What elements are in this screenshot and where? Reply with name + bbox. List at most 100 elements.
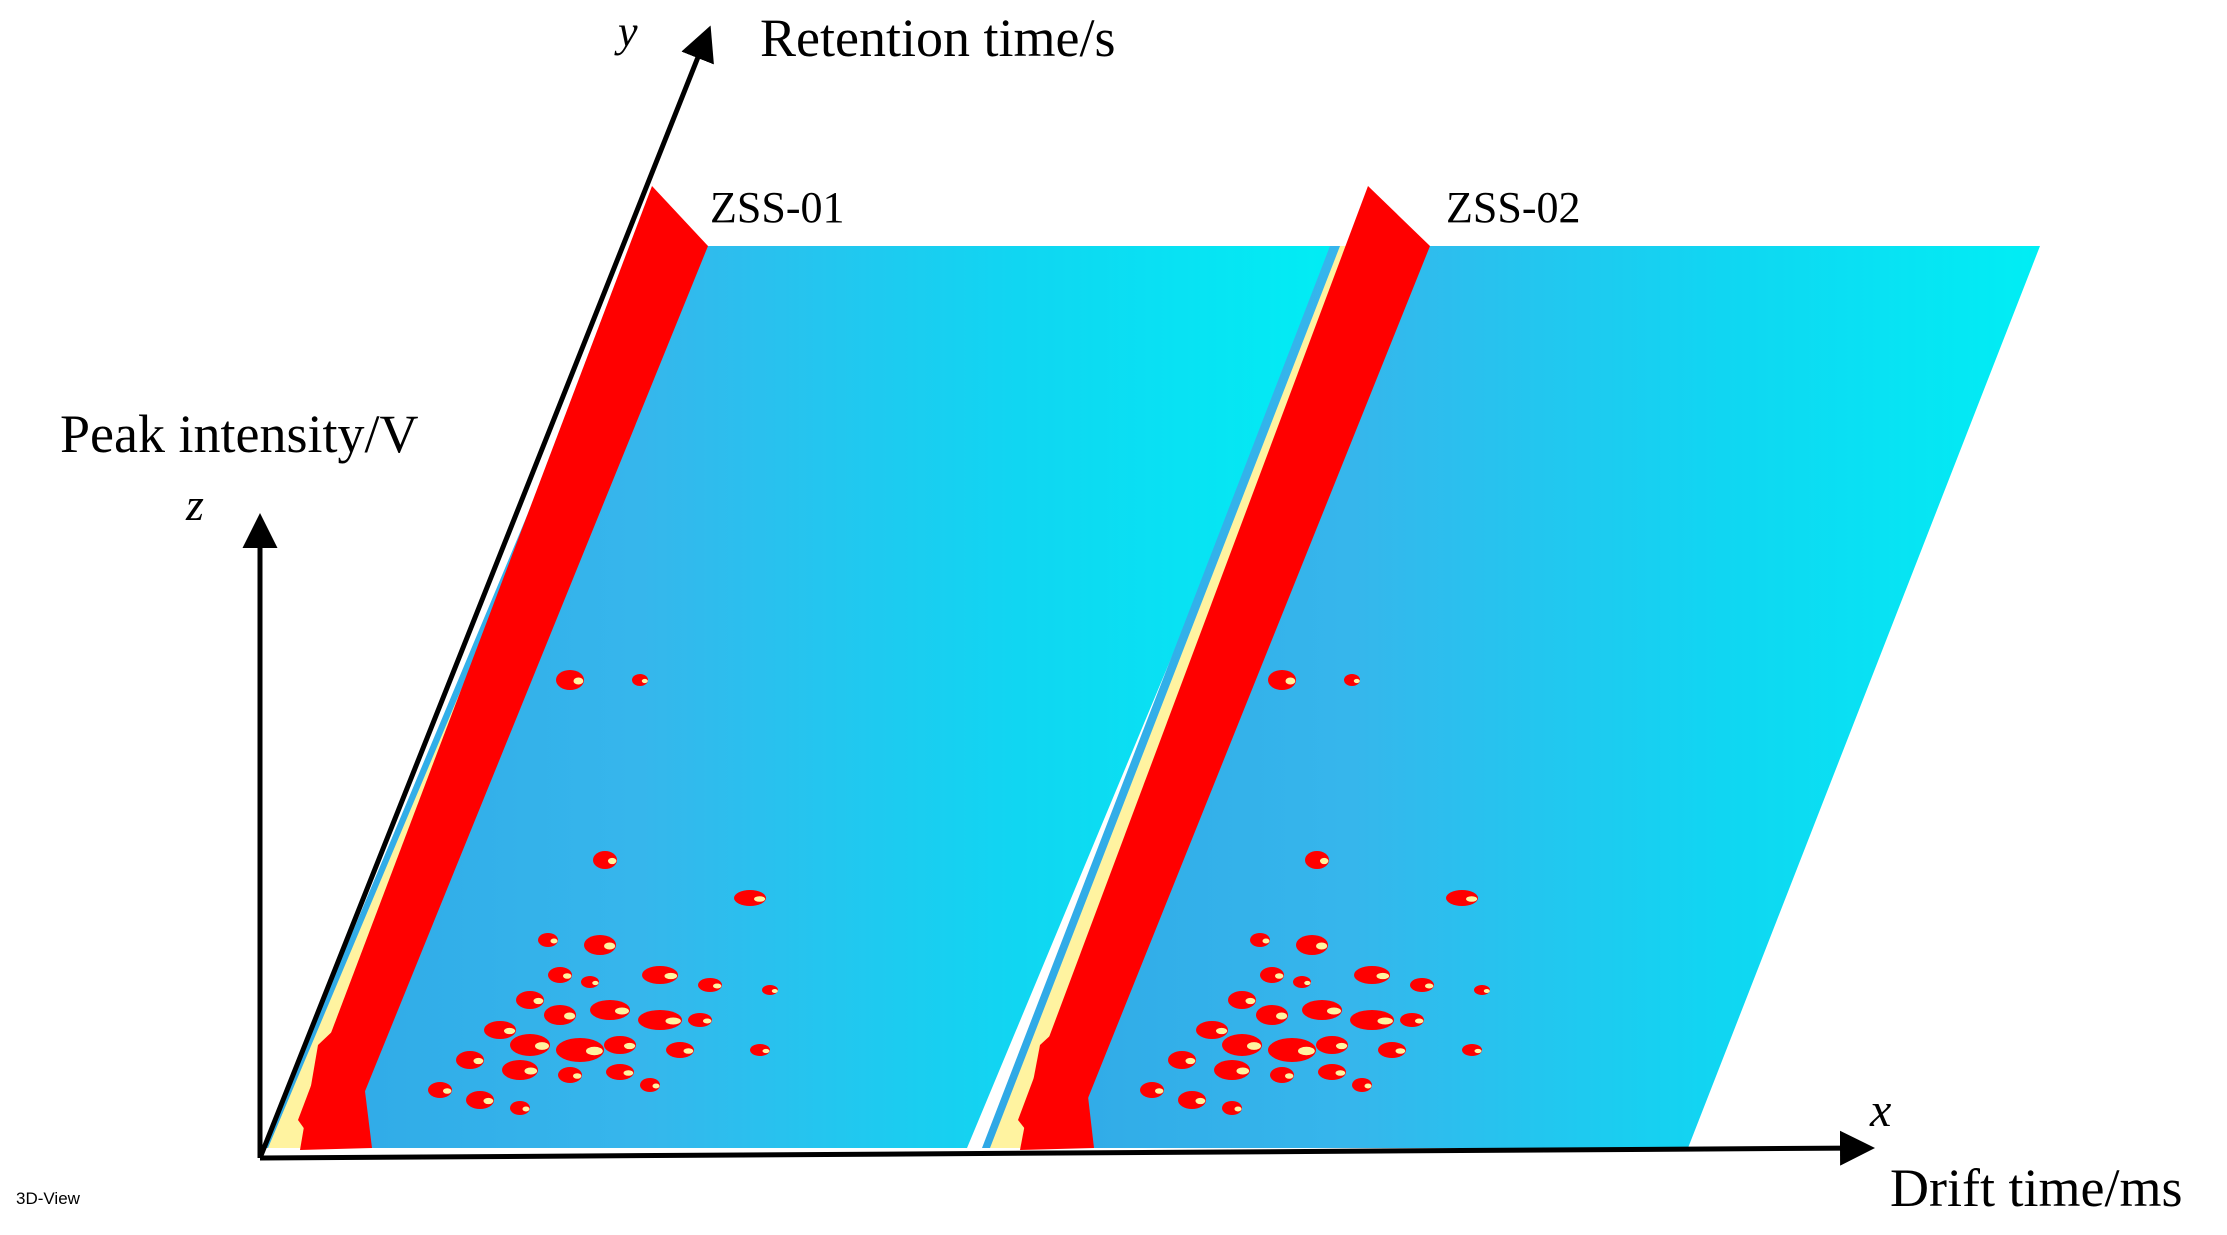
peak-halo	[473, 1057, 484, 1065]
peak-halo	[1285, 1073, 1294, 1079]
peak-halo	[1285, 677, 1296, 685]
peak-halo	[1483, 989, 1490, 993]
peak-spot	[1378, 1042, 1406, 1058]
peak-spot	[556, 670, 584, 690]
peak-halo	[564, 1012, 576, 1020]
peak-spot	[1270, 1067, 1294, 1083]
peak-halo	[703, 1018, 712, 1024]
peak-spot	[1352, 1078, 1372, 1092]
peak-halo	[524, 1067, 538, 1075]
peak-spot	[593, 851, 617, 869]
peak-halo	[1234, 1106, 1242, 1112]
peak-halo	[483, 1097, 494, 1105]
peak-halo	[535, 1042, 549, 1050]
peak-halo	[641, 678, 648, 684]
peak-halo	[615, 1007, 629, 1015]
peak-spot	[1256, 1005, 1288, 1025]
peak-halo	[664, 972, 678, 980]
peak-spot	[1260, 967, 1284, 983]
peak-halo	[1474, 1048, 1482, 1054]
peak-spot	[1140, 1082, 1164, 1098]
peak-spot	[1446, 890, 1478, 906]
peak-halo	[1236, 1067, 1250, 1075]
peak-spot	[666, 1042, 694, 1058]
peak-halo	[1276, 1012, 1288, 1020]
peak-spot	[1316, 1036, 1348, 1054]
peak-halo	[592, 980, 599, 986]
sample-plane-zss-01: ZSS-01	[262, 183, 1343, 1150]
peak-halo	[1335, 1070, 1346, 1076]
peak-spot	[638, 1010, 682, 1030]
view-caption: 3D-View	[16, 1189, 81, 1208]
peak-spot	[516, 991, 544, 1009]
y-axis-line	[257, 25, 714, 1159]
peak-halo	[533, 997, 544, 1005]
peak-halo	[1377, 1017, 1393, 1025]
plane-surface	[982, 246, 2040, 1148]
peak-spot	[1318, 1064, 1346, 1080]
peak-halo	[1316, 942, 1328, 950]
peak-halo	[1327, 1007, 1341, 1015]
peak-halo	[683, 1048, 694, 1054]
x-axis-symbol: x	[1869, 1084, 1891, 1137]
sample-label-zss-02: ZSS-02	[1446, 183, 1580, 232]
x-axis-label: Drift time/ms	[1890, 1158, 2182, 1218]
peak-spot	[556, 1038, 604, 1062]
peak-spot	[1296, 935, 1328, 955]
peak-halo	[624, 1042, 636, 1050]
peak-spot	[1302, 1000, 1342, 1020]
z-axis-label: Peak intensity/V	[60, 404, 418, 464]
peak-spot	[510, 1034, 550, 1056]
peak-halo	[1395, 1048, 1406, 1054]
peak-spot	[584, 935, 616, 955]
peak-spot	[484, 1021, 516, 1039]
peak-halo	[762, 1048, 770, 1054]
peak-spot	[640, 1078, 660, 1092]
peak-spot	[1228, 991, 1256, 1009]
peak-halo	[1415, 1018, 1424, 1024]
peak-halo	[608, 857, 617, 865]
peak-spot	[1196, 1021, 1228, 1039]
peak-spot	[604, 1036, 636, 1054]
peak-halo	[1298, 1046, 1315, 1056]
peak-spot	[558, 1067, 582, 1083]
peak-spot	[688, 1013, 712, 1027]
peak-halo	[604, 942, 616, 950]
peak-halo	[1247, 1042, 1261, 1050]
peak-halo	[754, 896, 766, 902]
peak-spot	[698, 978, 722, 992]
peak-halo	[652, 1083, 660, 1089]
peak-spot	[1350, 1010, 1394, 1030]
peak-spot	[1400, 1013, 1424, 1027]
peak-halo	[573, 677, 584, 685]
peak-spot	[548, 967, 572, 983]
peak-spot	[428, 1082, 452, 1098]
y-axis-label: Retention time/s	[760, 8, 1115, 68]
peak-halo	[713, 983, 722, 989]
peak-halo	[1466, 896, 1478, 902]
peak-spot	[1305, 851, 1329, 869]
peak-halo	[573, 1073, 582, 1079]
peak-halo	[1195, 1097, 1206, 1105]
peak-spot	[456, 1051, 484, 1069]
peak-spot	[1178, 1091, 1206, 1109]
plane-surface	[262, 246, 1343, 1148]
peak-halo	[563, 973, 572, 979]
peak-spot	[1222, 1101, 1242, 1115]
sample-label-zss-01: ZSS-01	[710, 183, 844, 232]
peak-halo	[1425, 983, 1434, 989]
sample-plane-zss-02: ZSS-02	[982, 183, 2040, 1150]
peak-spot	[510, 1101, 530, 1115]
peak-halo	[586, 1046, 603, 1056]
x-axis-line	[259, 1130, 1875, 1166]
peak-halo	[771, 989, 778, 993]
peak-spot	[1250, 933, 1270, 947]
peak-spot	[1410, 978, 1434, 992]
peak-spot	[538, 933, 558, 947]
peak-halo	[1376, 972, 1390, 980]
reactant-ion-peak-band	[990, 186, 1430, 1150]
peak-spot	[734, 890, 766, 906]
peak-spot	[1268, 670, 1296, 690]
peak-spot	[1222, 1034, 1262, 1056]
peak-halo	[443, 1088, 452, 1094]
